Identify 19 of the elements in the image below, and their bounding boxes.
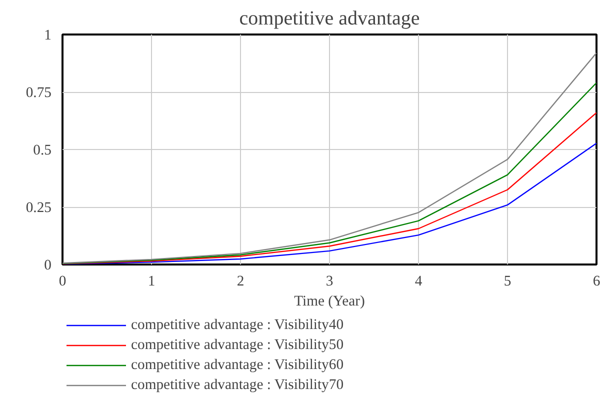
x-axis-title: Time (Year)	[294, 294, 366, 310]
legend-label: competitive advantage : Visibility60	[131, 356, 344, 374]
legend-label: competitive advantage : Visibility70	[131, 376, 344, 394]
legend-label: competitive advantage : Visibility50	[131, 336, 344, 354]
legend-label: competitive advantage : Visibility40	[131, 316, 344, 334]
x-tick-label: 6	[592, 274, 600, 290]
line-series	[62, 112, 596, 264]
x-tick-label: 0	[58, 274, 66, 290]
y-tick-label: 0	[44, 258, 52, 274]
x-tick-label: 2	[236, 274, 244, 290]
x-tick-label: 1	[148, 274, 156, 290]
y-tick-label: 0.5	[33, 142, 52, 158]
x-tick-label: 4	[414, 274, 423, 290]
y-tick-label: 1	[44, 28, 52, 44]
x-tick-label: 3	[326, 274, 334, 290]
chart-title: competitive advantage	[239, 8, 420, 30]
y-tick-label: 0.75	[26, 85, 52, 101]
x-tick-label: 5	[504, 274, 512, 290]
y-tick-label: 0.25	[26, 200, 52, 216]
